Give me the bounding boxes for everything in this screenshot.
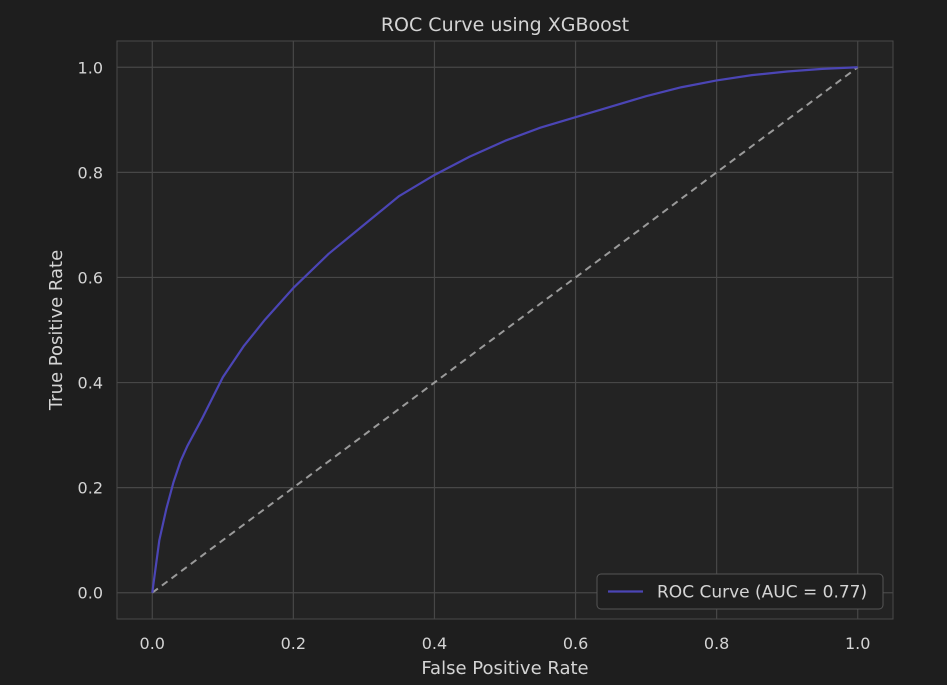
legend-label-roc: ROC Curve (AUC = 0.77) bbox=[657, 583, 867, 603]
x-tick-label: 0.4 bbox=[422, 634, 447, 653]
x-tick-label: 0.0 bbox=[140, 634, 165, 653]
legend: ROC Curve (AUC = 0.77) bbox=[596, 573, 884, 610]
legend-box bbox=[596, 573, 884, 610]
chart-title: ROC Curve using XGBoost bbox=[381, 14, 629, 36]
x-axis-label: False Positive Rate bbox=[421, 658, 588, 679]
y-tick-label: 0.2 bbox=[78, 479, 103, 498]
x-tick-labels: 0.0 0.2 0.4 0.6 0.8 1.0 bbox=[140, 634, 871, 653]
y-tick-labels: 0.0 0.2 0.4 0.6 0.8 1.0 bbox=[78, 58, 103, 602]
y-tick-label: 1.0 bbox=[78, 58, 103, 77]
roc-curve-line bbox=[151, 66, 858, 593]
grid-lines bbox=[117, 41, 893, 619]
y-tick-label: 0.8 bbox=[78, 163, 103, 182]
x-tick-label: 0.8 bbox=[704, 634, 729, 653]
y-axis-label: True Positive Rate bbox=[46, 250, 67, 411]
series-layer bbox=[151, 66, 859, 594]
y-tick-label: 0.6 bbox=[78, 268, 103, 287]
random-chance-line bbox=[151, 66, 859, 594]
y-tick-label: 0.0 bbox=[78, 584, 103, 603]
x-tick-label: 1.0 bbox=[845, 634, 870, 653]
x-tick-label: 0.6 bbox=[563, 634, 588, 653]
x-tick-label: 0.2 bbox=[281, 634, 306, 653]
y-tick-label: 0.4 bbox=[78, 374, 103, 393]
